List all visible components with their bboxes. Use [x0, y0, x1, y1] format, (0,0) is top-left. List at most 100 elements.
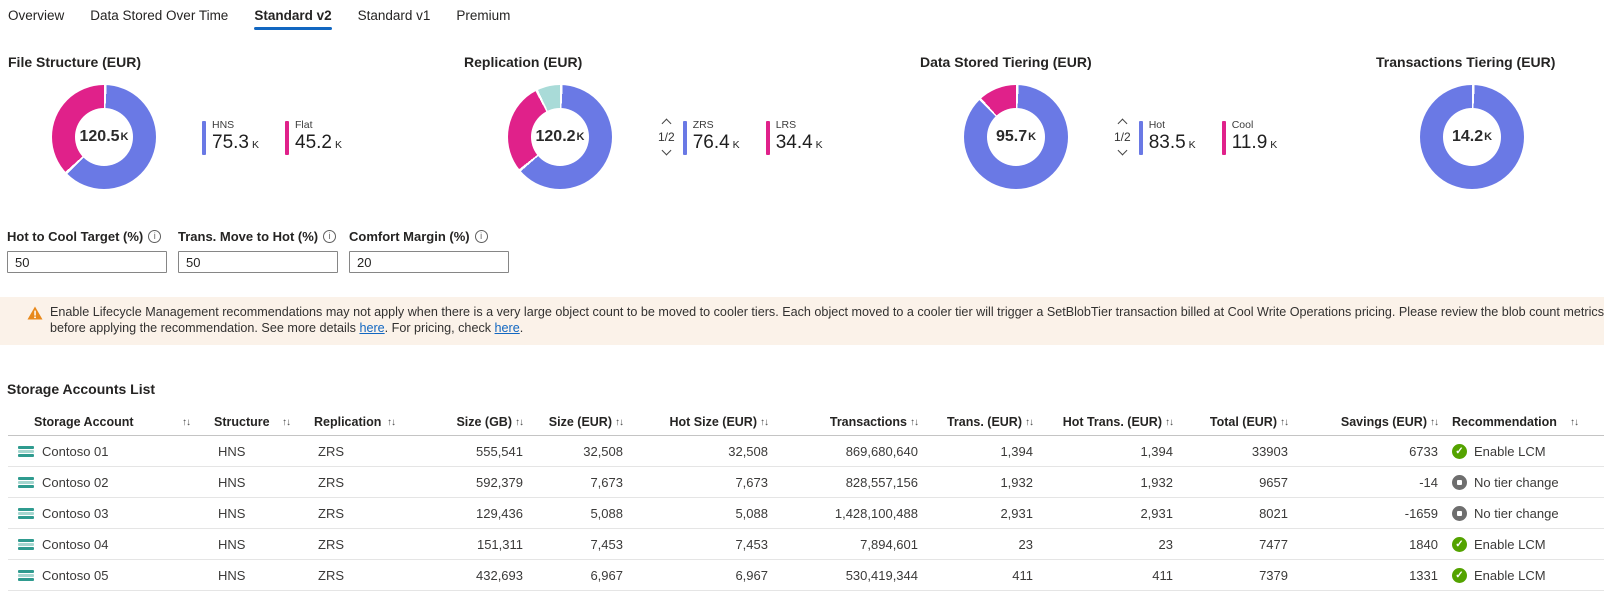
pricing-link[interactable]: here: [494, 320, 520, 335]
table-row[interactable]: Contoso 05 HNS ZRS 432,693 6,967 6,967 530,419…: [8, 560, 1604, 591]
column-header-label: Hot Size (EUR): [669, 415, 758, 429]
legend-value: 75.3 K: [212, 132, 259, 154]
cell-size_gb: 592,379: [476, 474, 523, 490]
legend-item-zrs: ZRS 76.4 K: [682, 119, 740, 155]
sort-icon[interactable]: ↑↓: [515, 416, 524, 428]
sort-icon[interactable]: ↑↓: [1025, 416, 1034, 428]
column-header-label: Savings (EUR): [1340, 415, 1427, 429]
tab-overview[interactable]: Overview: [8, 8, 64, 30]
details-link[interactable]: here: [359, 320, 385, 335]
tab-premium[interactable]: Premium: [456, 8, 510, 30]
tab-standard-v1[interactable]: Standard v1: [358, 8, 431, 30]
table-row[interactable]: Contoso 01 HNS ZRS 555,541 32,508 32,508 869,6…: [8, 436, 1604, 467]
storage-account-icon: [18, 569, 34, 581]
cell-recommendation: ✓ Enable LCM: [1438, 536, 1604, 552]
tab-standard-v2[interactable]: Standard v2: [254, 8, 332, 30]
column-header-size_eur[interactable]: Size (EUR) ↑↓: [523, 415, 624, 429]
sort-icon[interactable]: ↑↓: [387, 416, 396, 428]
donut-hole: [987, 108, 1045, 166]
legend: Hot 83.5 K Cool 11.9 K: [1138, 119, 1277, 155]
sort-icon[interactable]: ↑↓: [760, 416, 769, 428]
legend-color-bar: [285, 121, 289, 155]
info-icon[interactable]: i: [474, 229, 488, 243]
column-header-label: Size (GB): [456, 415, 512, 429]
cell-structure: HNS: [218, 536, 246, 552]
chevron-down-icon[interactable]: [661, 145, 672, 156]
cell-transactions: 1,428,100,488: [834, 505, 918, 521]
sort-icon[interactable]: ↑↓: [1165, 416, 1174, 428]
column-header-name[interactable]: Storage Account ↑↓: [8, 415, 208, 429]
donut-chart[interactable]: 14.2 K: [1420, 85, 1524, 189]
column-header-hot_trans_eur[interactable]: Hot Trans. (EUR) ↑↓: [1033, 415, 1174, 429]
chevron-up-icon[interactable]: [1117, 118, 1128, 129]
legend-label: LRS: [775, 119, 797, 131]
cell-total_eur: 7379: [1259, 567, 1288, 583]
tab-data-stored-over-time[interactable]: Data Stored Over Time: [90, 8, 228, 30]
column-header-label: Transactions: [829, 415, 907, 429]
parameter-input[interactable]: [7, 251, 167, 273]
column-header-transactions[interactable]: Transactions ↑↓: [768, 415, 919, 429]
cell-name: Contoso 04: [8, 537, 208, 552]
cell-hot_trans_eur: 23: [1158, 536, 1173, 552]
sort-icon[interactable]: ↑↓: [910, 416, 919, 428]
sort-icon[interactable]: ↑↓: [615, 416, 624, 428]
legend-item-lrs: LRS 34.4 K: [765, 119, 823, 155]
parameter-comfort-margin: Comfort Margin (%) i: [349, 227, 509, 273]
column-header-savings_eur[interactable]: Savings (EUR) ↑↓: [1288, 415, 1439, 429]
legend-color-bar: [765, 121, 770, 155]
parameter-label-text: Hot to Cool Target (%): [7, 228, 144, 244]
pager-page-indicator: 1/2: [658, 130, 675, 144]
parameter-input[interactable]: [178, 251, 338, 273]
donut-chart[interactable]: 95.7 K: [964, 85, 1068, 189]
cell-recommendation: ✓ Enable LCM: [1438, 443, 1604, 459]
donut-chart[interactable]: 120.5 K: [52, 85, 156, 189]
parameter-label: Trans. Move to Hot (%) i: [178, 227, 338, 245]
column-header-replication[interactable]: Replication ↑↓: [308, 415, 413, 429]
table-row[interactable]: Contoso 03 HNS ZRS 129,436 5,088 5,088 1,428,1…: [8, 498, 1604, 529]
cell-size_gb: 432,693: [476, 567, 523, 583]
chevron-up-icon[interactable]: [661, 118, 672, 129]
column-header-trans_eur[interactable]: Trans. (EUR) ↑↓: [918, 415, 1034, 429]
sort-icon[interactable]: ↑↓: [1570, 416, 1579, 428]
standard-v2-page: Overview Data Stored Over Time Standard v2…: [0, 8, 1604, 591]
column-header-label: Storage Account: [34, 415, 134, 429]
chart-transactions-tiering-eur: Transactions Tiering (EUR) 14.2 K: [1368, 54, 1604, 190]
storage-account-icon: [18, 445, 34, 457]
cell-hot_size_eur: 5,088: [735, 505, 768, 521]
cell-total_eur: 8021: [1259, 505, 1288, 521]
column-header-size_gb[interactable]: Size (GB) ↑↓: [413, 415, 524, 429]
pager-page-indicator: 1/2: [1114, 130, 1131, 144]
table-row[interactable]: Contoso 02 HNS ZRS 592,379 7,673 7,673 828,557…: [8, 467, 1604, 498]
charts-row: File Structure (EUR) 120.5 K HNS 75.3 K Fl…: [0, 54, 1604, 190]
sort-icon[interactable]: ↑↓: [282, 416, 291, 428]
cell-total_eur: 33903: [1251, 443, 1288, 459]
column-header-hot_size_eur[interactable]: Hot Size (EUR) ↑↓: [623, 415, 770, 429]
chevron-down-icon[interactable]: [1117, 145, 1128, 156]
donut-chart[interactable]: 120.2 K: [508, 85, 612, 189]
cell-structure: HNS: [218, 567, 246, 583]
column-header-recommendation[interactable]: Recommendation ↑↓: [1438, 415, 1604, 429]
legend-value: 76.4 K: [692, 132, 740, 154]
sort-icon[interactable]: ↑↓: [1430, 416, 1439, 428]
storage-account-name: Contoso 02: [42, 474, 109, 490]
column-header-label: Hot Trans. (EUR): [1062, 415, 1162, 429]
donut-total: 14.2 K: [1451, 128, 1493, 145]
chart-title: Replication (EUR): [464, 54, 583, 70]
info-icon[interactable]: i: [148, 229, 162, 243]
sort-icon[interactable]: ↑↓: [182, 416, 191, 428]
banner-text: Enable Lifecycle Management recommendati…: [50, 305, 1604, 336]
column-header-structure[interactable]: Structure ↑↓: [208, 415, 308, 429]
sort-icon[interactable]: ↑↓: [1280, 416, 1289, 428]
donut-hole: [1443, 108, 1501, 166]
column-header-total_eur[interactable]: Total (EUR) ↑↓: [1173, 415, 1289, 429]
table-row[interactable]: Contoso 04 HNS ZRS 151,311 7,453 7,453 7,894,6…: [8, 529, 1604, 560]
info-icon[interactable]: i: [323, 229, 337, 243]
cell-savings_eur: 1331: [1409, 567, 1438, 583]
cell-size_eur: 7,453: [590, 536, 623, 552]
column-header-label: Structure: [214, 415, 270, 429]
legend-label: Cool: [1231, 119, 1254, 131]
parameter-input[interactable]: [349, 251, 509, 273]
cell-hot_size_eur: 32,508: [728, 443, 768, 459]
cell-hot_trans_eur: 1,394: [1140, 443, 1173, 459]
cell-transactions: 7,894,601: [860, 536, 918, 552]
